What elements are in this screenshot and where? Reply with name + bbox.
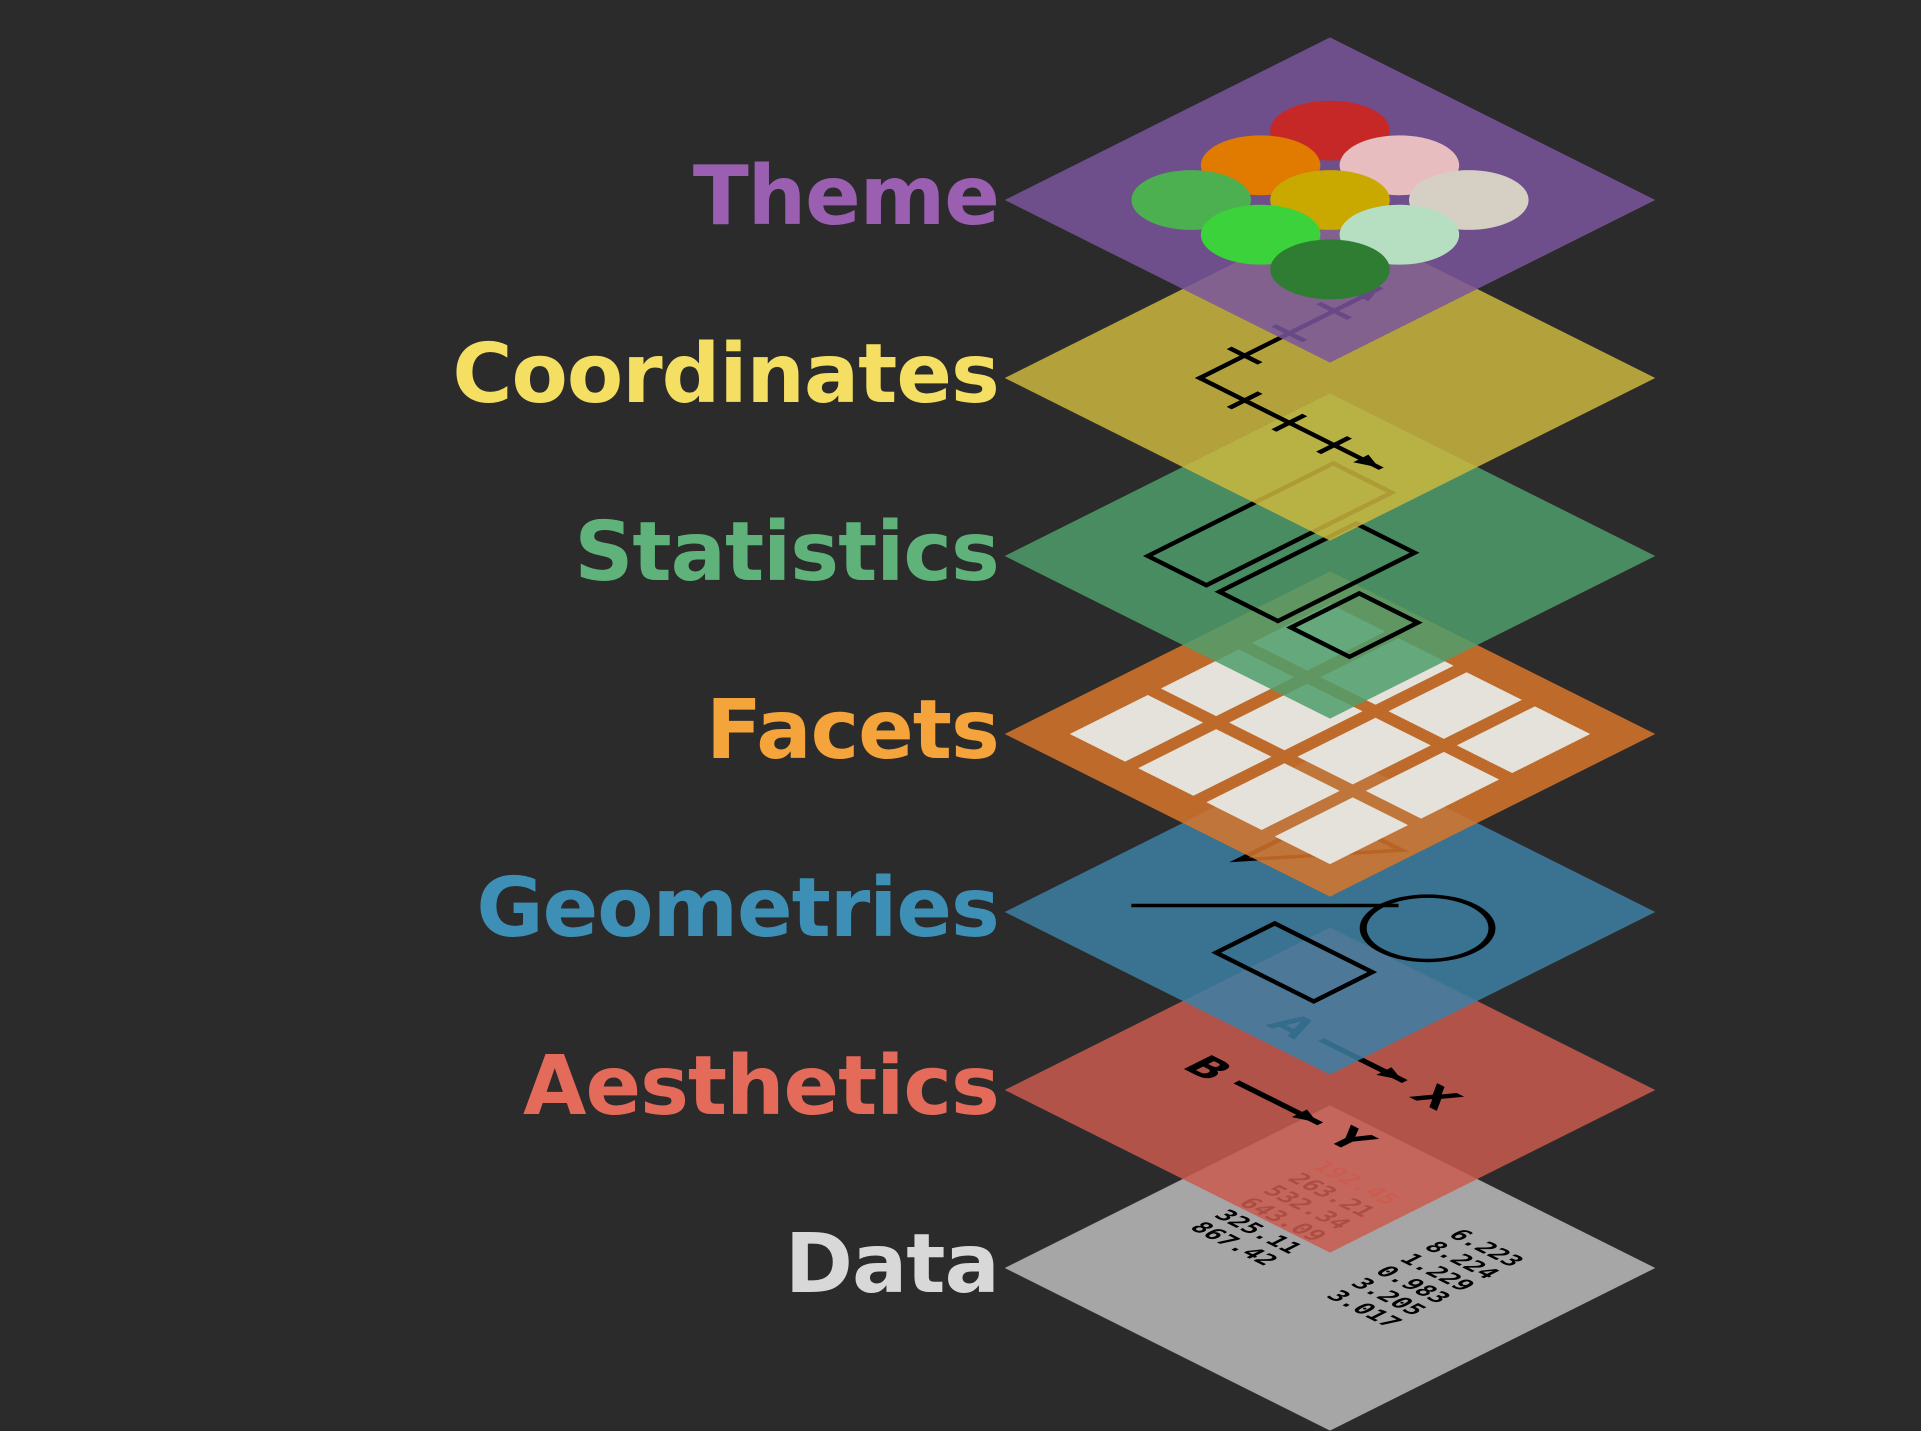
layer-label-coordinates: Coordinates — [452, 327, 998, 422]
layer-label-aesthetics: Aesthetics — [523, 1039, 999, 1134]
layer-label-geometries: Geometries — [476, 861, 998, 956]
layer-label-facets: Facets — [706, 683, 999, 778]
layer-label-statistics: Statistics — [574, 505, 998, 600]
diagram-stage: Theme Coordinates Statistics Facets Geometri… — [0, 0, 1921, 1431]
layer-tile-theme — [1100, 0, 1560, 430]
layer-label-data: Data — [785, 1217, 999, 1312]
glyph-theme — [1005, 37, 1656, 362]
layer-label-theme: Theme — [693, 149, 999, 244]
